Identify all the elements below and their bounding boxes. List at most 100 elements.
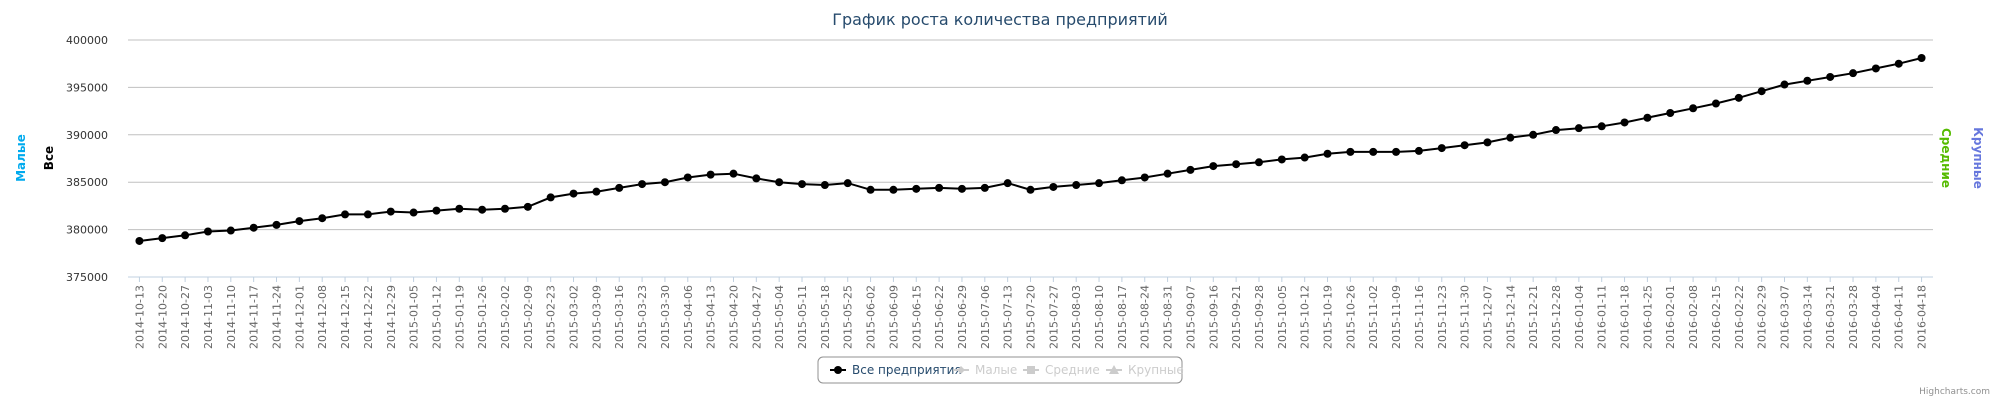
data-point[interactable] <box>1574 124 1583 133</box>
data-point[interactable] <box>889 185 898 194</box>
data-point[interactable] <box>1254 158 1263 167</box>
credits-text[interactable]: Highcharts.com <box>1919 387 1990 397</box>
data-point[interactable] <box>1186 165 1195 174</box>
data-point[interactable] <box>729 169 738 178</box>
data-point[interactable] <box>1140 173 1149 182</box>
data-point[interactable] <box>980 183 989 192</box>
data-point[interactable] <box>752 174 761 183</box>
data-point[interactable] <box>409 208 418 217</box>
data-point[interactable] <box>843 179 852 188</box>
data-point[interactable] <box>432 206 441 215</box>
x-tick-label: 2015-06-22 <box>933 285 946 349</box>
data-point[interactable] <box>1689 104 1698 113</box>
data-point[interactable] <box>455 204 464 213</box>
data-point[interactable] <box>1209 162 1218 171</box>
data-point[interactable] <box>1894 59 1903 68</box>
data-point[interactable] <box>1026 185 1035 194</box>
data-point[interactable] <box>1620 118 1629 127</box>
data-point[interactable] <box>1414 146 1423 155</box>
data-point[interactable] <box>1780 80 1789 89</box>
data-point[interactable] <box>1095 179 1104 188</box>
data-point[interactable] <box>912 184 921 193</box>
x-tick-label: 2015-06-09 <box>887 285 900 349</box>
x-tick-label: 2015-09-07 <box>1184 285 1197 349</box>
legend-label: Малые <box>975 363 1017 377</box>
x-tick-label: 2015-05-25 <box>842 285 855 349</box>
data-point[interactable] <box>1437 144 1446 153</box>
data-point[interactable] <box>1597 122 1606 131</box>
data-point[interactable] <box>181 231 190 240</box>
data-point[interactable] <box>1277 155 1286 164</box>
data-point[interactable] <box>569 189 578 198</box>
data-point[interactable] <box>203 227 212 236</box>
y-axis: 375000 380000 385000 390000 395000 400000 <box>66 34 108 284</box>
data-point[interactable] <box>1072 181 1081 190</box>
data-point[interactable] <box>386 207 395 216</box>
data-point[interactable] <box>249 223 258 232</box>
data-point[interactable] <box>638 180 647 189</box>
x-tick-label: 2015-12-14 <box>1504 285 1517 349</box>
legend-item[interactable]: Крупные <box>1106 363 1184 377</box>
data-point[interactable] <box>935 183 944 192</box>
data-point[interactable] <box>1849 69 1858 78</box>
data-point[interactable] <box>1300 153 1309 162</box>
data-point[interactable] <box>775 178 784 187</box>
data-point[interactable] <box>158 234 167 243</box>
data-point[interactable] <box>820 181 829 190</box>
data-point[interactable] <box>1871 64 1880 73</box>
data-point[interactable] <box>1346 147 1355 156</box>
data-point[interactable] <box>500 204 509 213</box>
data-point[interactable] <box>957 184 966 193</box>
data-point[interactable] <box>1643 113 1652 122</box>
data-point[interactable] <box>135 236 144 245</box>
data-point[interactable] <box>1734 93 1743 102</box>
data-point[interactable] <box>363 210 372 219</box>
data-point[interactable] <box>1803 76 1812 85</box>
data-point[interactable] <box>226 226 235 235</box>
legend-item[interactable]: Все предприятия <box>830 363 962 377</box>
y-axis-title: Средние <box>1939 128 1953 188</box>
data-point[interactable] <box>523 202 532 211</box>
data-point[interactable] <box>1460 141 1469 150</box>
data-point[interactable] <box>866 185 875 194</box>
data-point[interactable] <box>1529 130 1538 139</box>
data-point[interactable] <box>1757 87 1766 96</box>
data-point[interactable] <box>615 183 624 192</box>
legend-item[interactable]: Средние <box>1023 363 1100 377</box>
data-point[interactable] <box>1483 138 1492 147</box>
data-point[interactable] <box>683 173 692 182</box>
data-point[interactable] <box>1049 182 1058 191</box>
data-point[interactable] <box>1392 147 1401 156</box>
data-point[interactable] <box>272 220 281 229</box>
x-tick-label: 2015-08-24 <box>1139 285 1152 349</box>
x-tick-label: 2015-02-09 <box>522 285 535 349</box>
data-point[interactable] <box>295 217 304 226</box>
x-tick-label: 2014-12-01 <box>293 285 306 349</box>
data-point[interactable] <box>1552 126 1561 135</box>
data-point[interactable] <box>478 205 487 214</box>
legend-item[interactable]: Малые <box>953 363 1017 377</box>
data-point[interactable] <box>1711 99 1720 108</box>
data-point[interactable] <box>1003 179 1012 188</box>
data-point[interactable] <box>318 214 327 223</box>
data-point[interactable] <box>546 193 555 202</box>
x-tick-label: 2016-04-18 <box>1916 285 1929 349</box>
data-point[interactable] <box>706 170 715 179</box>
data-point[interactable] <box>660 178 669 187</box>
x-tick-label: 2016-02-08 <box>1687 285 1700 349</box>
data-point[interactable] <box>1369 147 1378 156</box>
data-point[interactable] <box>592 187 601 196</box>
y-axis-title: Все <box>42 146 56 170</box>
data-point[interactable] <box>1117 176 1126 185</box>
data-point[interactable] <box>1163 169 1172 178</box>
x-tick-label: 2015-11-02 <box>1367 285 1380 349</box>
data-point[interactable] <box>1917 54 1926 63</box>
data-point[interactable] <box>341 210 350 219</box>
data-point[interactable] <box>1506 133 1515 142</box>
data-point[interactable] <box>1323 149 1332 158</box>
data-point[interactable] <box>798 180 807 189</box>
data-point[interactable] <box>1826 72 1835 81</box>
y-axis-title: Крупные <box>1971 127 1985 189</box>
data-point[interactable] <box>1666 108 1675 117</box>
data-point[interactable] <box>1232 160 1241 169</box>
